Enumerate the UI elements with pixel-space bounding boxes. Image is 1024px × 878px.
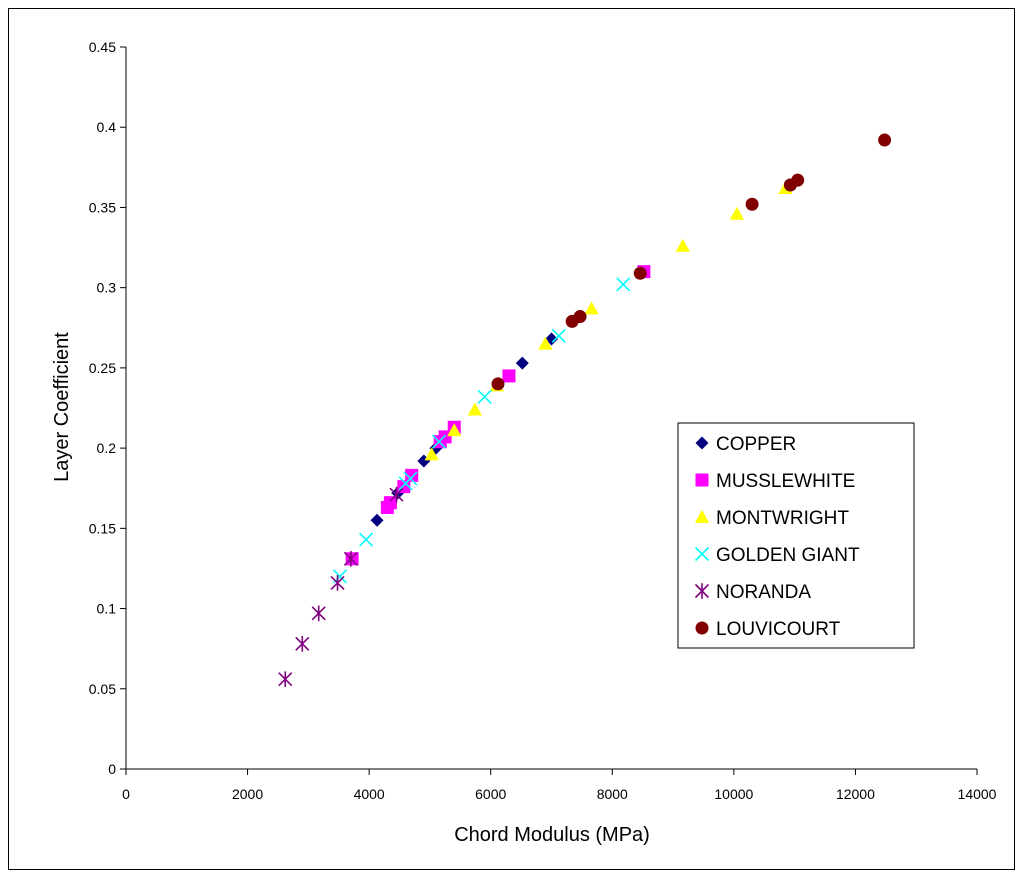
x-axis-title: Chord Modulus (MPa) bbox=[454, 824, 650, 846]
data-point bbox=[370, 513, 384, 527]
y-tick-label: 0.2 bbox=[97, 440, 117, 456]
legend: COPPER MUSSLEWHITE MONTWRIGHT GOLDEN GIANT N… bbox=[677, 422, 915, 649]
x-tick-label: 0 bbox=[122, 786, 130, 802]
data-point bbox=[502, 369, 516, 383]
data-point bbox=[745, 197, 759, 211]
data-point bbox=[295, 636, 310, 652]
legend-label: LOUVICOURT bbox=[716, 619, 841, 640]
y-tick-label: 0.25 bbox=[89, 360, 116, 376]
data-point bbox=[616, 277, 631, 292]
x-tick-label: 12000 bbox=[836, 786, 875, 802]
x-tick-label: 14000 bbox=[958, 786, 997, 802]
data-point bbox=[573, 310, 587, 324]
data-point bbox=[584, 301, 599, 315]
data-point bbox=[791, 173, 805, 187]
data-point bbox=[278, 671, 293, 687]
y-tick-label: 0.4 bbox=[97, 119, 117, 135]
legend-marker bbox=[695, 621, 709, 635]
data-point bbox=[343, 551, 358, 567]
data-point bbox=[359, 532, 374, 547]
data-point bbox=[311, 605, 326, 622]
legend-marker bbox=[695, 436, 709, 450]
data-point bbox=[538, 336, 553, 350]
legend-marker bbox=[694, 509, 710, 523]
legend-label: MONTWRIGHT bbox=[716, 508, 849, 529]
data-point bbox=[878, 133, 892, 147]
y-tick-label: 0.1 bbox=[97, 601, 117, 617]
y-tick-label: 0.45 bbox=[89, 39, 116, 55]
x-tick-label: 6000 bbox=[475, 786, 506, 802]
data-point bbox=[330, 575, 345, 591]
data-point bbox=[729, 206, 745, 220]
legend-label: COPPER bbox=[716, 434, 796, 455]
data-point bbox=[551, 328, 566, 343]
y-tick-label: 0.05 bbox=[89, 681, 116, 697]
data-point bbox=[633, 266, 647, 280]
data-point bbox=[405, 468, 419, 482]
y-tick-label: 0.15 bbox=[89, 520, 116, 536]
y-axis-title: Layer Coefficient bbox=[51, 332, 73, 482]
axes: 0 0.05 0.1 0.15 0.2 0.25 0.3 0.35 0.4 0.45 0 2000 40… bbox=[89, 39, 997, 802]
x-tick-label: 4000 bbox=[354, 786, 385, 802]
legend-marker bbox=[694, 546, 710, 562]
data-point bbox=[477, 389, 492, 404]
data-point bbox=[383, 496, 397, 510]
x-tick-label: 2000 bbox=[232, 786, 263, 802]
y-tick-label: 0.3 bbox=[97, 280, 117, 296]
data-point bbox=[447, 423, 462, 437]
x-tick-label: 10000 bbox=[714, 786, 753, 802]
data-point bbox=[515, 356, 529, 370]
data-point bbox=[424, 447, 439, 461]
legend-marker bbox=[695, 473, 709, 487]
data-points bbox=[278, 133, 892, 687]
series-musslewhite bbox=[345, 265, 651, 566]
data-point bbox=[431, 434, 447, 449]
series-golden-giant bbox=[332, 277, 631, 584]
legend-label: MUSSLEWHITE bbox=[716, 471, 855, 492]
series-louvicourt bbox=[491, 133, 892, 391]
data-point bbox=[675, 238, 690, 252]
legend-marker bbox=[694, 583, 710, 599]
data-point bbox=[389, 486, 404, 503]
series-noranda bbox=[278, 486, 404, 687]
y-tick-label: 0 bbox=[108, 761, 116, 777]
data-point bbox=[467, 402, 483, 416]
legend-label: NORANDA bbox=[716, 582, 811, 603]
y-tick-label: 0.35 bbox=[89, 199, 116, 215]
data-point bbox=[345, 552, 359, 566]
legend-box bbox=[677, 422, 915, 649]
data-point bbox=[403, 471, 418, 486]
legend-label: GOLDEN GIANT bbox=[716, 545, 860, 566]
series-montwright bbox=[424, 181, 793, 461]
data-point bbox=[491, 377, 505, 391]
x-tick-label: 8000 bbox=[597, 786, 628, 802]
